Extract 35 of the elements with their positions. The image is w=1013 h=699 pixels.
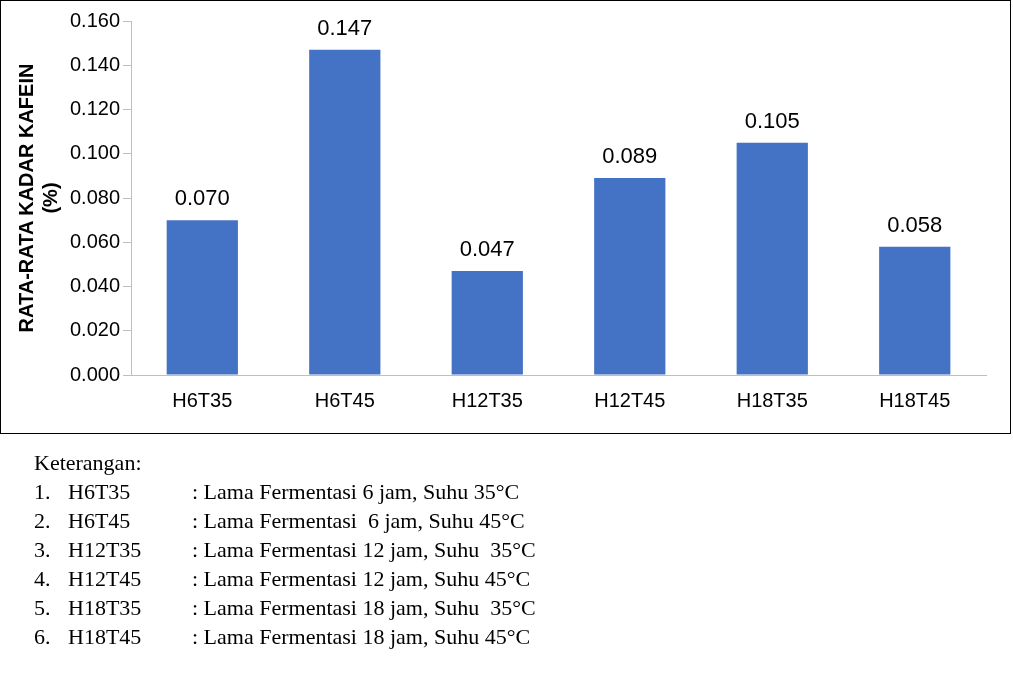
bar (166, 220, 238, 375)
y-tick-label: 0.040 (69, 274, 121, 297)
bar (879, 246, 951, 375)
y-tick-label: 0.100 (69, 141, 121, 164)
y-tick-label: 0.060 (69, 229, 121, 252)
x-tick-label: H18T35 (736, 388, 808, 411)
data-label: 0.089 (602, 143, 658, 169)
text: 6. H18T45 : Lama Fermentasi 18 jam, Suhu 45°C (34, 624, 531, 649)
y-tick-label: 0.160 (69, 8, 121, 31)
x-tick-label: H6T35 (172, 388, 233, 411)
data-label: 0.058 (887, 211, 943, 237)
data-label: 0.047 (459, 236, 515, 262)
y-tick-label: 0.120 (69, 97, 121, 120)
bar (451, 271, 523, 375)
x-tick-label: H12T45 (594, 388, 666, 411)
x-tick-label: H12T35 (451, 388, 523, 411)
x-tick-label: H6T45 (314, 388, 375, 411)
text: 2. H6T45 : Lama Fermentasi 6 jam, Suhu 45°C (34, 508, 525, 533)
bar (594, 178, 666, 375)
text: 4. H12T45 : Lama Fermentasi 12 jam, Suhu 45°C (34, 566, 531, 591)
data-label: 0.147 (317, 14, 373, 40)
text: 1. H6T35 : Lama Fermentasi 6 jam, Suhu 35°C (34, 479, 520, 504)
y-tick-label: 0.140 (69, 52, 121, 75)
y-tick-label: 0.000 (69, 362, 121, 385)
bar (736, 142, 808, 375)
text: 3. H12T35 : Lama Fermentasi 12 jam, Suhu 35°C (34, 537, 536, 562)
data-label: 0.105 (744, 107, 800, 133)
bar (309, 49, 381, 375)
text: Keterangan: (34, 449, 143, 477)
data-label: 0.070 (174, 185, 230, 211)
x-tick-label: H18T45 (879, 388, 951, 411)
y-tick-label: 0.020 (69, 318, 121, 341)
y-axis-title: RATA-RATA KADAR KAFEIN (%) (14, 63, 61, 333)
text: 5. H18T35 : Lama Fermentasi 18 jam, Suhu 35°C (34, 595, 536, 620)
y-tick-label: 0.080 (69, 185, 121, 208)
